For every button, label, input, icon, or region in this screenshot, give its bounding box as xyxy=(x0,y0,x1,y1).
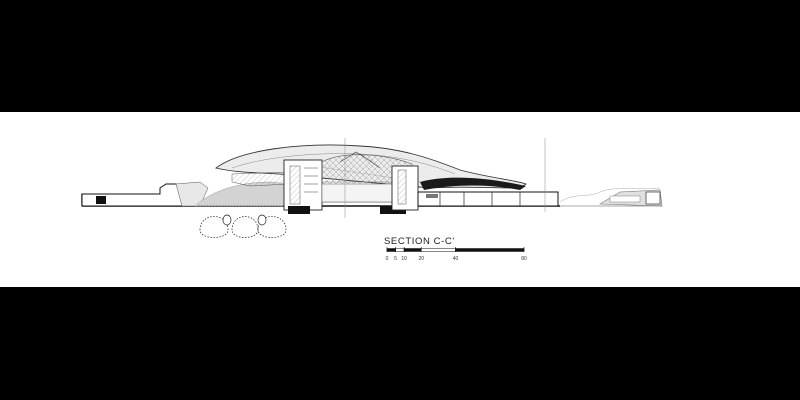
scale-bar-label: 0 xyxy=(385,256,389,262)
canopy-underside-hatch xyxy=(231,171,291,187)
right-wing-section xyxy=(417,191,559,207)
tunnel-arches xyxy=(198,205,290,238)
left-wing-section xyxy=(81,181,209,207)
scale-bar-label: 80 xyxy=(521,256,527,262)
bottom-letterbox-band xyxy=(0,287,800,400)
central-core-right xyxy=(391,165,419,211)
scale-bar-segment xyxy=(421,248,456,252)
central-core-left xyxy=(283,159,323,214)
scale-bar-segment xyxy=(403,248,422,252)
section-drawing xyxy=(81,138,663,252)
scale-bar-label: 5 xyxy=(394,256,397,262)
grid-axis-lines xyxy=(344,138,546,218)
scale-bar-label: 10 xyxy=(401,256,407,262)
drawing-sheet: SECTION C-C' 0 5 10 20 40 80 xyxy=(0,112,800,287)
tunnel-oval-markers xyxy=(222,214,267,226)
scale-bar-label: 40 xyxy=(452,256,459,262)
top-letterbox-band xyxy=(0,0,800,112)
distant-landscape xyxy=(559,187,663,207)
glazed-hall xyxy=(321,151,413,214)
section-title: SECTION C-C' xyxy=(384,236,455,247)
scale-bar xyxy=(386,247,525,252)
canopy-tip-poche xyxy=(420,177,526,190)
scale-bar-segment xyxy=(395,248,405,252)
landscape-mound xyxy=(194,181,291,207)
scale-bar-segment xyxy=(386,248,396,252)
scale-bar-label: 20 xyxy=(418,256,425,262)
scale-bar-segment xyxy=(455,248,525,252)
